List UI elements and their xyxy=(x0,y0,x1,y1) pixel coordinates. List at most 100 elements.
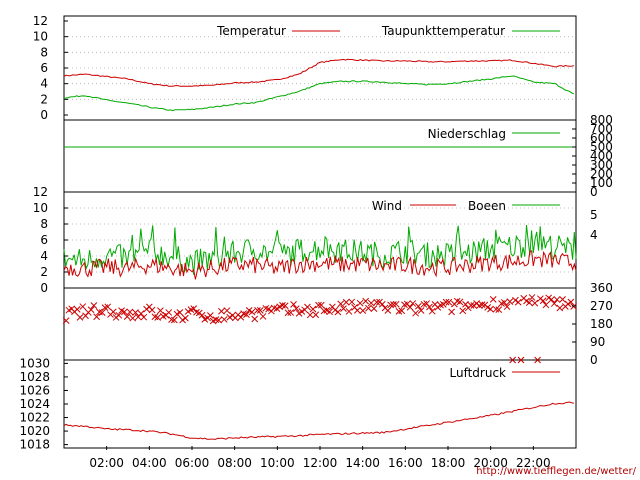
legend-niederschlag-label: Niederschlag xyxy=(428,127,506,141)
y-right-tick-label: 90 xyxy=(590,335,605,349)
wind-direction-point xyxy=(317,301,325,309)
wind-direction-point xyxy=(509,356,516,364)
wind-direction-point xyxy=(492,305,500,313)
wind-direction-point xyxy=(478,301,486,308)
wind-direction-point xyxy=(76,314,84,321)
wind-direction-point xyxy=(390,301,397,308)
wind-direction-point xyxy=(365,304,372,312)
wind-line xyxy=(63,250,577,280)
wind-direction-point xyxy=(345,308,353,315)
x-tick-label: 08:00 xyxy=(217,456,252,470)
y-tick-label: 8 xyxy=(40,217,48,231)
wind-direction-point xyxy=(570,303,578,310)
wind-direction-point xyxy=(176,309,184,316)
wind-direction-panel xyxy=(63,287,577,361)
wind-direction-point xyxy=(459,307,467,315)
temperatur-line xyxy=(63,58,575,87)
wind-direction-point xyxy=(115,311,123,319)
wind-direction-point xyxy=(290,301,297,308)
wind-direction-point xyxy=(243,311,250,318)
wind-direction-point xyxy=(132,309,139,316)
credit-link[interactable]: http://www.tiefflegen.de/wetter/ xyxy=(476,466,636,477)
x-tick-label: 06:00 xyxy=(175,456,210,470)
wind-direction-point xyxy=(265,305,272,313)
y-right-tick-label: 360 xyxy=(590,281,613,295)
y-tick-label: 1020 xyxy=(19,424,50,438)
taupunkt-line xyxy=(63,75,575,112)
wind-direction-point xyxy=(426,303,433,311)
y-right-tick-label: 4 xyxy=(590,228,598,242)
wind-direction-point xyxy=(542,301,550,309)
wind-direction-point xyxy=(525,299,533,306)
wind-direction-point xyxy=(256,306,264,314)
wind-direction-point xyxy=(467,302,475,309)
y-right-tick-label: 270 xyxy=(590,299,613,313)
wind-direction-point xyxy=(140,313,148,321)
wind-direction-point xyxy=(190,305,198,313)
wind-direction-point xyxy=(392,300,400,308)
wind-direction-point xyxy=(334,308,342,316)
y-right-tick-label: 200 xyxy=(590,167,613,181)
y-tick-label: 0 xyxy=(40,108,48,122)
wind-direction-point xyxy=(93,313,100,321)
y-tick-label: 1024 xyxy=(19,397,50,411)
wind-direction-point xyxy=(157,307,164,314)
y-tick-label: 2 xyxy=(40,265,48,279)
wind-direction-point xyxy=(304,303,311,311)
wind-direction-point xyxy=(121,308,128,316)
wind-direction-point xyxy=(62,317,70,324)
wind-direction-point xyxy=(198,311,206,319)
wind-direction-point xyxy=(548,296,555,303)
y-tick-label: 2 xyxy=(40,92,48,106)
wind-direction-point xyxy=(331,306,339,314)
wind-direction-point xyxy=(251,315,259,323)
wind-direction-point xyxy=(414,302,422,310)
x-tick-label: 20:00 xyxy=(473,456,508,470)
y-right-tick-label: 100 xyxy=(590,176,613,190)
wind-direction-point xyxy=(320,307,328,315)
x-tick-label: 22:00 xyxy=(516,456,551,470)
legend-taupunkt-label: Taupunkttemperatur xyxy=(381,24,505,38)
wind-direction-point xyxy=(370,305,378,313)
x-tick-label: 02:00 xyxy=(89,456,124,470)
x-tick-label: 12:00 xyxy=(303,456,338,470)
wind-direction-point xyxy=(206,312,214,319)
y-right-tick-label: 180 xyxy=(590,317,613,331)
wind-direction-point xyxy=(182,314,189,322)
wind-direction-point xyxy=(309,305,317,313)
wind-direction-point xyxy=(248,308,256,316)
wind-direction-point xyxy=(98,309,106,317)
wind-direction-point xyxy=(292,305,300,312)
wind-direction-point xyxy=(417,307,425,314)
wind-direction-point xyxy=(550,300,558,307)
wind-direction-point xyxy=(470,302,478,309)
x-tick-label: 18:00 xyxy=(431,456,466,470)
wind-direction-point xyxy=(104,303,112,311)
x-tick-label: 10:00 xyxy=(260,456,295,470)
wind-direction-point xyxy=(506,298,514,305)
y-tick-label: 1022 xyxy=(19,411,50,425)
y-tick-label: 6 xyxy=(40,233,48,247)
x-tick-label: 14:00 xyxy=(345,456,380,470)
wind-direction-point xyxy=(259,313,267,320)
legend-boeen-label: Boeen xyxy=(468,199,506,213)
wind-direction-point xyxy=(326,308,333,316)
y-right-tick-label: 700 xyxy=(590,122,613,136)
wind-direction-point xyxy=(165,309,173,316)
wind-direction-point xyxy=(373,298,381,306)
wind-direction-point xyxy=(168,316,175,323)
wind-direction-point xyxy=(387,301,394,309)
y-right-tick-label: 500 xyxy=(590,140,613,154)
x-tick-label: 16:00 xyxy=(388,456,423,470)
wind-direction-point xyxy=(495,306,503,313)
wind-direction-point xyxy=(462,300,469,308)
wind-direction-point xyxy=(254,307,261,314)
wind-direction-point xyxy=(412,309,419,317)
boeen-line xyxy=(63,224,577,275)
wind-direction-point xyxy=(87,306,95,314)
y-right-tick-label: 0 xyxy=(590,185,598,199)
wind-direction-point xyxy=(215,316,223,324)
wind-direction-point xyxy=(378,300,386,308)
y-tick-label: 0 xyxy=(40,281,48,295)
